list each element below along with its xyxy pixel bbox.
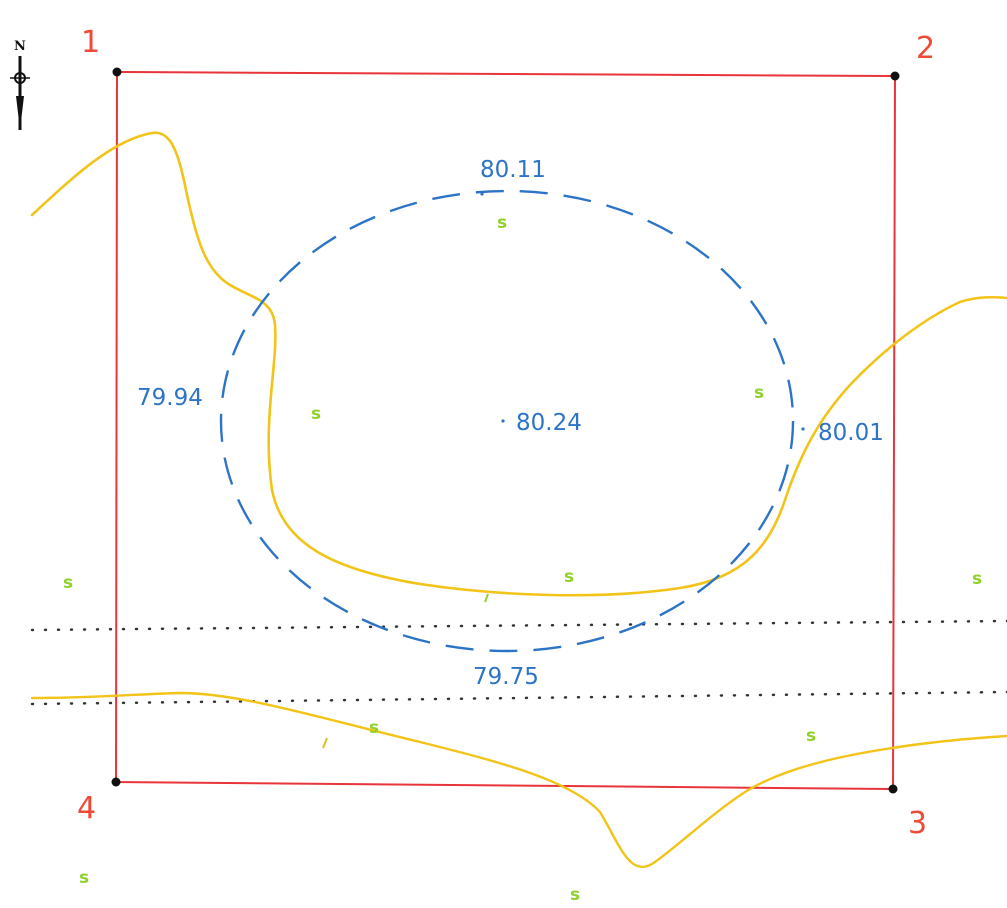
dotted-line-upper xyxy=(30,619,1007,632)
contour-line-upper xyxy=(30,131,1007,597)
vegetation-symbol: ѕ xyxy=(806,726,816,746)
corner-point-3 xyxy=(888,784,898,794)
corner-label-4: 4 xyxy=(77,791,96,826)
elevation-label-right: 80.01 xyxy=(818,420,884,446)
elevation-label-top: 80.11 xyxy=(480,157,546,183)
vegetation-symbols: ѕ ѕ ѕ ѕ ѕ ѕ ѕ ѕ ѕ ѕ xyxy=(63,213,982,905)
vegetation-symbol: ѕ xyxy=(972,569,982,589)
vegetation-symbol: ѕ xyxy=(564,567,574,587)
vegetation-symbol: ѕ xyxy=(311,404,321,424)
elevation-point-center xyxy=(501,419,505,423)
contour-line-lower xyxy=(30,691,1007,869)
elevation-point-top xyxy=(480,192,484,196)
corner-point-1 xyxy=(112,67,122,77)
vegetation-symbol: ѕ xyxy=(369,718,379,738)
corner-point-4 xyxy=(111,777,121,787)
elevation-label-bottom: 79.75 xyxy=(473,664,539,690)
vegetation-tick xyxy=(322,737,328,749)
vegetation-symbol: ѕ xyxy=(570,885,580,905)
vegetation-symbol: ѕ xyxy=(63,573,73,593)
vegetation-symbol: ѕ xyxy=(497,213,507,233)
mound-outline xyxy=(219,189,795,653)
corner-label-3: 3 xyxy=(908,806,927,841)
elevation-label-left: 79.94 xyxy=(137,385,203,411)
elevation-label-center: 80.24 xyxy=(516,410,582,436)
vegetation-symbol: ѕ xyxy=(79,868,89,888)
corner-label-2: 2 xyxy=(916,31,935,66)
elevation-point-right xyxy=(801,427,805,431)
north-arrow-icon: N xyxy=(10,39,30,130)
corner-label-1: 1 xyxy=(81,25,100,60)
vegetation-tick xyxy=(484,593,489,603)
corner-point-2 xyxy=(890,71,900,81)
north-arrow-letter: N xyxy=(14,39,26,54)
vegetation-symbol: ѕ xyxy=(754,383,764,403)
